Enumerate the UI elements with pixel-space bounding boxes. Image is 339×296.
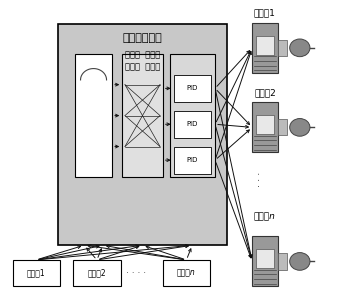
Bar	[256, 250, 274, 268]
Text: 伺服轴n: 伺服轴n	[254, 212, 276, 221]
Text: · · · ·: · · · ·	[126, 269, 146, 278]
Text: · · ·: · · ·	[255, 171, 265, 186]
Text: 伺服轴1: 伺服轴1	[254, 8, 276, 17]
Bar	[122, 54, 163, 178]
Text: PID: PID	[186, 85, 198, 91]
Bar	[278, 119, 287, 136]
Bar	[163, 260, 210, 287]
Bar	[256, 115, 274, 134]
Bar	[278, 40, 287, 56]
Bar	[252, 23, 278, 73]
Circle shape	[290, 118, 310, 136]
Bar	[75, 54, 112, 178]
Text: 传感全2: 传感全2	[87, 269, 106, 278]
Text: PID: PID	[186, 157, 198, 163]
Bar	[174, 111, 211, 138]
Bar	[252, 102, 278, 152]
Text: 传感全n: 传感全n	[177, 269, 196, 278]
Text: 伺服轴2: 伺服轴2	[254, 88, 276, 97]
Bar	[256, 36, 274, 55]
Text: PID: PID	[186, 121, 198, 127]
Bar	[174, 75, 211, 102]
Bar	[174, 147, 211, 174]
Bar	[58, 24, 227, 245]
Text: 运动轨  多轴联: 运动轨 多轴联	[125, 51, 160, 60]
Text: 传感全1: 传感全1	[27, 269, 45, 278]
Text: 中央控制单元: 中央控制单元	[123, 33, 162, 43]
Circle shape	[290, 39, 310, 57]
Text: 迹计算  动计算: 迹计算 动计算	[125, 62, 160, 71]
Bar	[13, 260, 60, 287]
Bar	[170, 54, 215, 178]
Circle shape	[290, 252, 310, 270]
Bar	[278, 253, 287, 270]
Bar	[73, 260, 121, 287]
Bar	[252, 237, 278, 287]
